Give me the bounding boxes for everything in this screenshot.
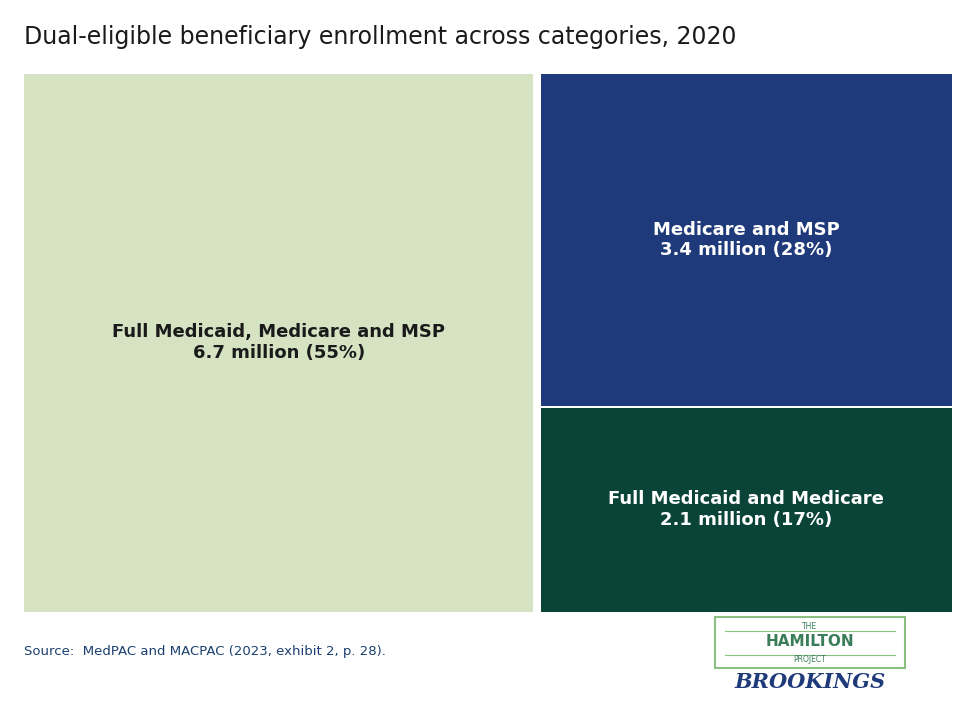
Text: PROJECT: PROJECT	[794, 655, 826, 664]
Text: Medicare and MSP
3.4 million (28%): Medicare and MSP 3.4 million (28%)	[653, 221, 840, 259]
Text: Dual-eligible beneficiary enrollment across categories, 2020: Dual-eligible beneficiary enrollment acr…	[24, 25, 737, 49]
Text: THE: THE	[803, 622, 817, 631]
Text: Full Medicaid and Medicare
2.1 million (17%): Full Medicaid and Medicare 2.1 million (…	[608, 491, 884, 529]
Text: Full Medicaid, Medicare and MSP
6.7 million (55%): Full Medicaid, Medicare and MSP 6.7 mill…	[112, 324, 446, 362]
Text: HAMILTON: HAMILTON	[766, 633, 854, 649]
Text: BROOKINGS: BROOKINGS	[735, 672, 885, 691]
Text: Source:  MedPAC and MACPAC (2023, exhibit 2, p. 28).: Source: MedPAC and MACPAC (2023, exhibit…	[24, 645, 386, 658]
